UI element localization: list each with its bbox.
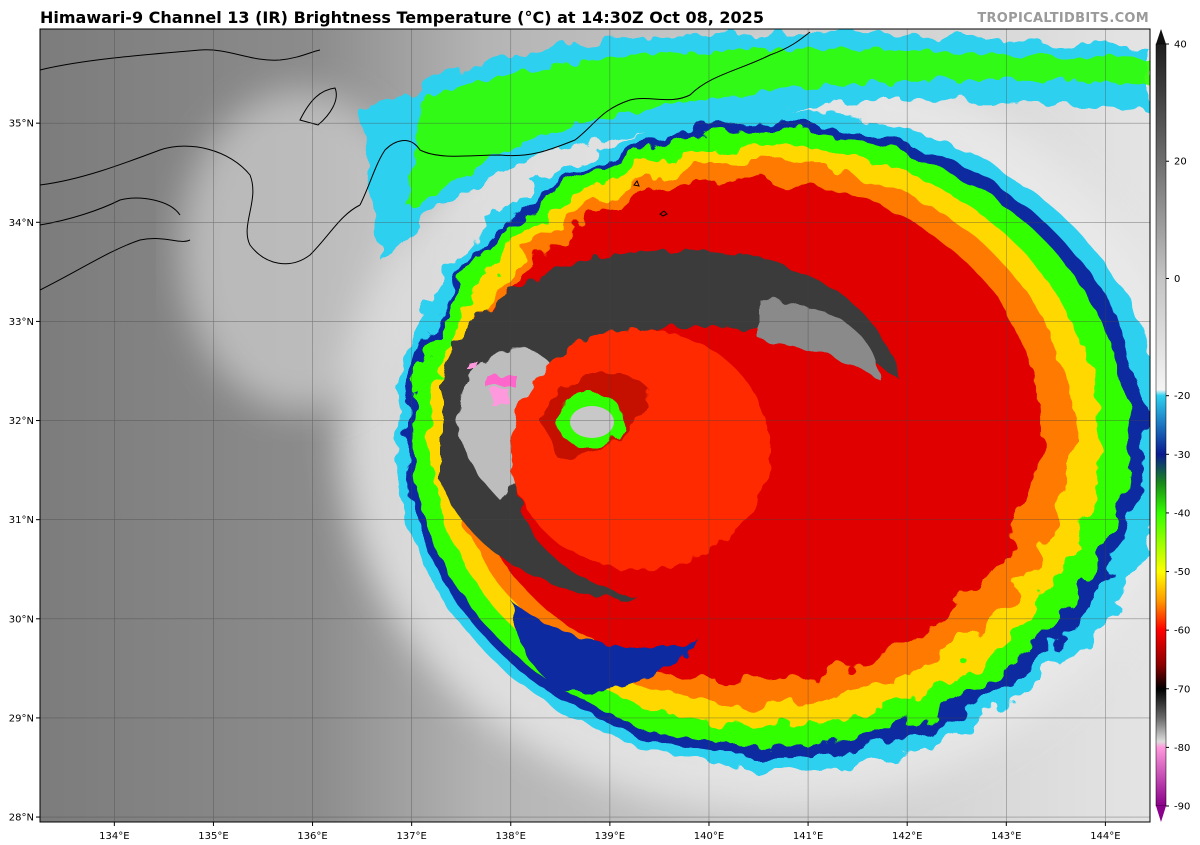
imagery-layer <box>40 29 1150 822</box>
lon-tick-label: 135°E <box>198 831 228 842</box>
colorbar-tick-label: -40 <box>1174 508 1190 519</box>
coastlines <box>40 31 811 291</box>
storm-eye <box>556 392 624 448</box>
latitude-ticks: 35°N 34°N 33°N 32°N 31°N 30°N 29°N 28°N <box>9 119 40 824</box>
lat-tick-label: 30°N <box>9 614 34 625</box>
colorbar-tick-label: 0 <box>1174 274 1180 285</box>
lon-tick-label: 143°E <box>991 831 1021 842</box>
lon-tick-label: 141°E <box>793 831 823 842</box>
lon-tick-label: 140°E <box>694 831 724 842</box>
colorbar-tick-label: 40 <box>1174 40 1187 51</box>
map-title: Himawari-9 Channel 13 (IR) Brightness Te… <box>40 8 764 27</box>
lon-tick-label: 134°E <box>99 831 129 842</box>
lat-tick-label: 31°N <box>9 515 34 526</box>
gridlines <box>40 29 1150 822</box>
source-credit[interactable]: TROPICALTIDBITS.COM <box>977 11 1149 26</box>
colorbar-tick-label: -80 <box>1174 743 1190 754</box>
lon-tick-label: 138°E <box>496 831 526 842</box>
lon-tick-label: 142°E <box>892 831 922 842</box>
lat-tick-label: 35°N <box>9 119 34 130</box>
colorbar-tick-label: -90 <box>1174 802 1190 813</box>
colorbar-tick-label: 20 <box>1174 157 1187 168</box>
colorbar-bar <box>1155 43 1167 807</box>
lon-tick-label: 139°E <box>595 831 625 842</box>
colorbar-tick-label: -70 <box>1174 684 1190 695</box>
colorbar-tick-label: -60 <box>1174 626 1190 637</box>
colorbar-min-arrow <box>1156 806 1166 822</box>
map-frame <box>39 28 1151 823</box>
lat-tick-label: 33°N <box>9 317 34 328</box>
lat-tick-label: 32°N <box>9 416 34 427</box>
colorbar-tick-label: -30 <box>1174 450 1190 461</box>
colorbar-tick-label: -50 <box>1174 567 1190 578</box>
longitude-ticks: 134°E 135°E 136°E 137°E 138°E 139°E 140°E 141°E… <box>99 822 1121 842</box>
colorbar: 40 20 0 -20 -30 -40 -50 -60 -70 -80 -90 <box>1155 29 1190 822</box>
colorbar-tick-label: -20 <box>1174 391 1190 402</box>
lat-tick-label: 28°N <box>9 813 34 824</box>
lon-tick-label: 136°E <box>297 831 327 842</box>
colorbar-max-arrow <box>1156 29 1166 44</box>
lat-tick-label: 34°N <box>9 218 34 229</box>
lon-tick-label: 137°E <box>396 831 426 842</box>
lon-tick-label: 144°E <box>1090 831 1120 842</box>
lat-tick-label: 29°N <box>9 713 34 724</box>
